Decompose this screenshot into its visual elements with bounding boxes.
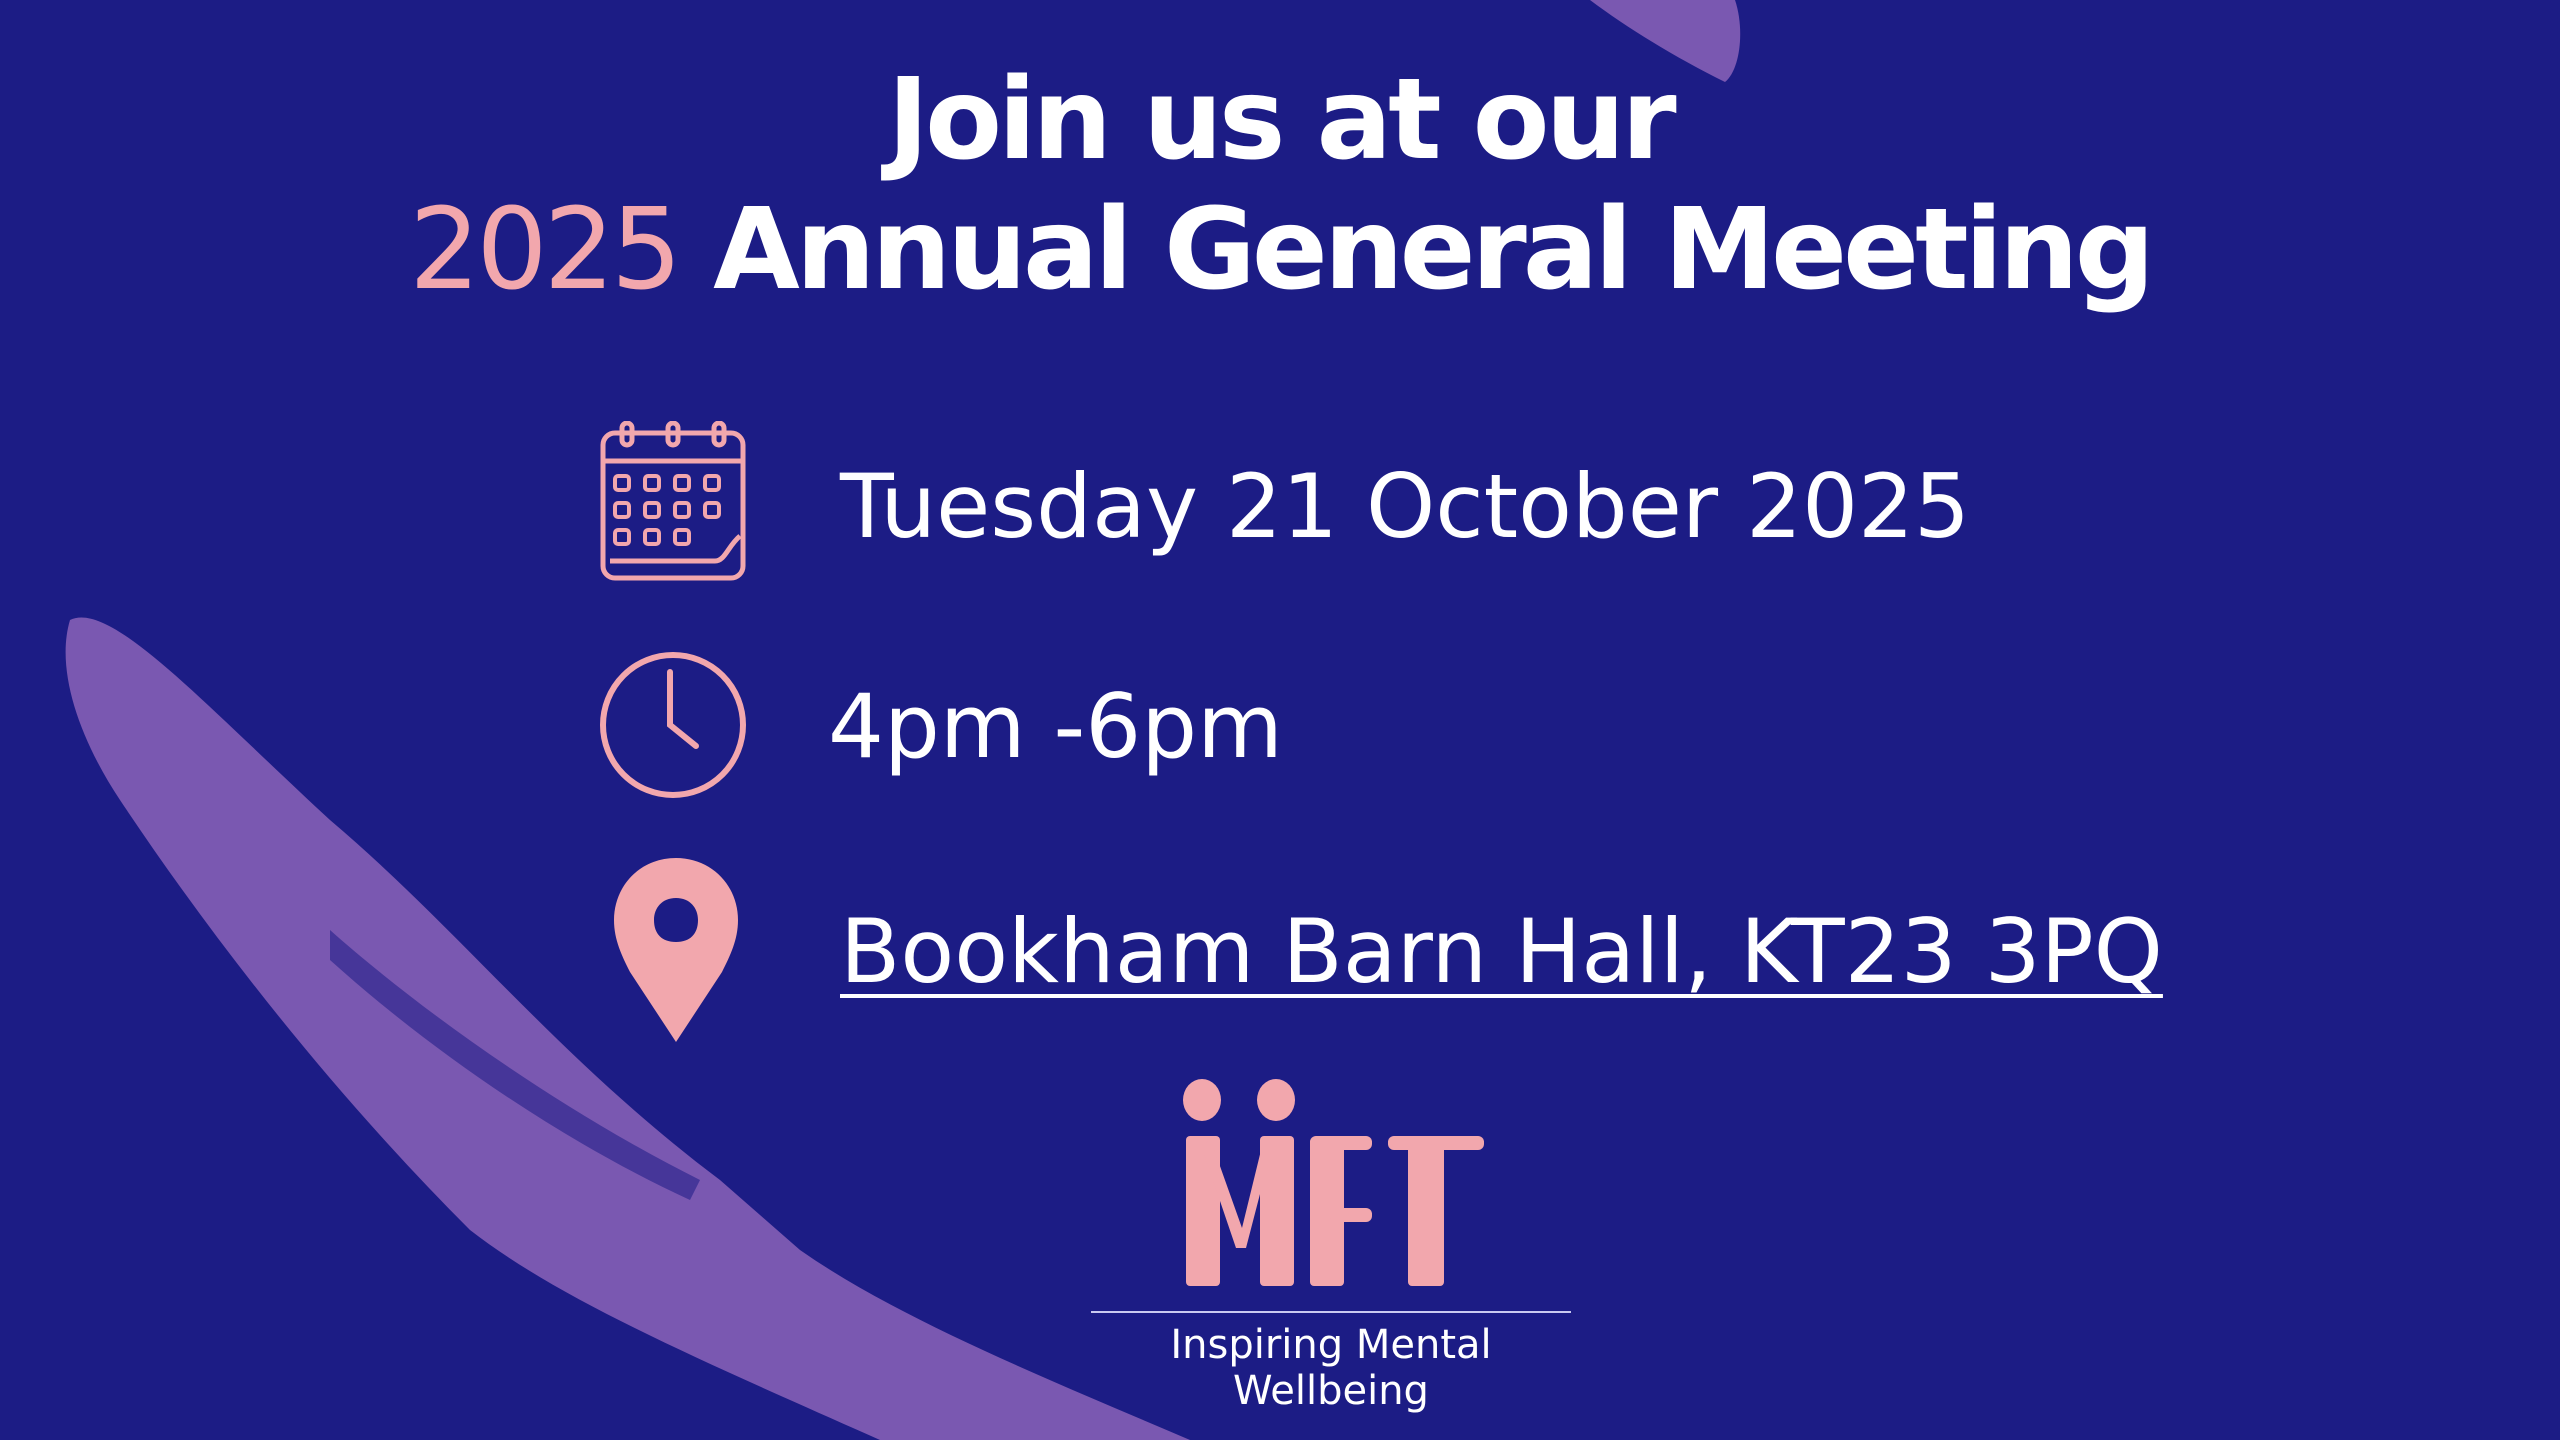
heading-event-name: Annual General Meeting: [713, 185, 2155, 315]
calendar-icon: [600, 421, 746, 581]
map-pin-icon: [614, 858, 738, 1042]
heading-year: 2025: [409, 185, 682, 315]
brush-stroke-top: [1590, 0, 1741, 82]
logo-tagline: Inspiring Mental Wellbeing: [1170, 1322, 1492, 1414]
brush-stroke-left: [65, 617, 1191, 1440]
event-time: 4pm -6pm: [828, 675, 1283, 778]
logo-divider: [1091, 1311, 1571, 1313]
event-date: Tuesday 21 October 2025: [840, 455, 1971, 558]
heading-line-2: 2025 Annual General Meeting: [0, 185, 2560, 315]
mft-logo: [1183, 1079, 1484, 1286]
clock-icon: [600, 652, 746, 798]
event-location-link[interactable]: Bookham Barn Hall, KT23 3PQ: [840, 900, 2163, 1003]
heading-line-1: Join us at our: [887, 55, 1676, 185]
